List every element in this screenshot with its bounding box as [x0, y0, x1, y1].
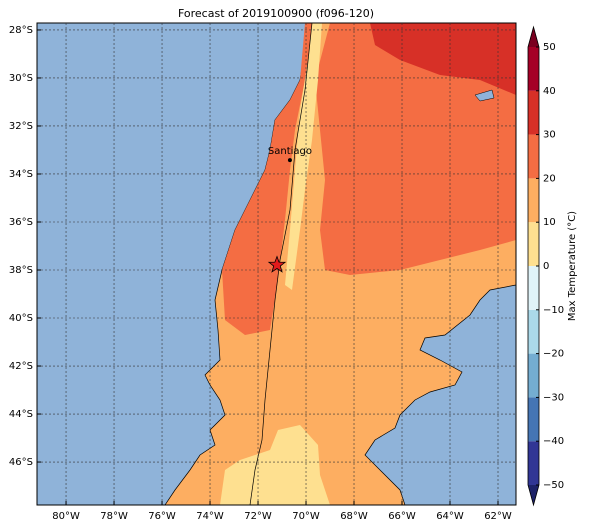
colorbar-tick-label: −10: [543, 305, 564, 316]
y-tick-label: 38°S: [9, 265, 33, 276]
colorbar-label: Max Temperature (°C): [567, 211, 578, 321]
colorbar-extend-low: [528, 485, 539, 505]
x-tick-label: 72°W: [244, 511, 272, 522]
colorbar-segment: [528, 90, 539, 135]
map: [37, 23, 516, 505]
city-label: Santiago: [268, 146, 312, 157]
colorbar-tick-label: 10: [543, 217, 556, 228]
x-tick-label: 76°W: [148, 511, 176, 522]
city-dot: [287, 158, 292, 163]
border: [249, 23, 313, 505]
y-tick-label: 30°S: [9, 73, 33, 84]
valley-region: [222, 23, 315, 335]
y-tick-label: 46°S: [9, 457, 33, 468]
warm-region: [315, 23, 516, 275]
chart-title: Forecast of 2019100900 (f096-120): [178, 7, 374, 20]
andes-region: [285, 23, 322, 290]
x-tick-label: 74°W: [196, 511, 224, 522]
colorbar-segment: [528, 353, 539, 398]
y-tick-label: 34°S: [9, 169, 33, 180]
colorbar-segment: [528, 441, 539, 485]
x-tick-label: 66°W: [388, 511, 416, 522]
colorbar-tick-label: −20: [543, 349, 564, 360]
x-tick-label: 80°W: [52, 511, 80, 522]
y-tick-label: 44°S: [9, 409, 33, 420]
map-frame: [36, 22, 517, 506]
colorbar-tick-label: 50: [543, 42, 556, 53]
y-tick-label: 42°S: [9, 361, 33, 372]
x-tick-label: 78°W: [100, 511, 128, 522]
x-tick-label: 68°W: [340, 511, 368, 522]
x-tick-label: 64°W: [436, 511, 464, 522]
colorbar-segment: [528, 397, 539, 442]
y-tick-label: 28°S: [9, 25, 33, 36]
colorbar-tick-label: −30: [543, 392, 564, 403]
colorbar-segment: [528, 178, 539, 223]
lake: [474, 89, 495, 102]
colorbar-tick-label: 40: [543, 86, 556, 97]
colorbar-tick-label: 20: [543, 173, 556, 184]
y-tick-label: 32°S: [9, 121, 33, 132]
hot-region: [370, 23, 516, 95]
colorbar-tick-label: 0: [543, 261, 549, 272]
colorbar-segment: [528, 266, 539, 310]
star-marker: [267, 255, 287, 273]
colorbar-extend-high: [528, 27, 539, 47]
x-tick-label: 70°W: [292, 511, 320, 522]
colorbar-tick-label: −50: [543, 480, 564, 491]
y-tick-label: 36°S: [9, 217, 33, 228]
colorbar-segment: [528, 309, 539, 354]
y-tick-label: 40°S: [9, 313, 33, 324]
colorbar-tick-label: 30: [543, 130, 556, 141]
colorbar-segment: [528, 47, 539, 91]
south-cool-region: [220, 425, 330, 505]
colorbar-segment: [528, 134, 539, 179]
colorbar-tick-label: −40: [543, 436, 564, 447]
x-tick-label: 62°W: [484, 511, 512, 522]
colorbar-segment: [528, 222, 539, 266]
